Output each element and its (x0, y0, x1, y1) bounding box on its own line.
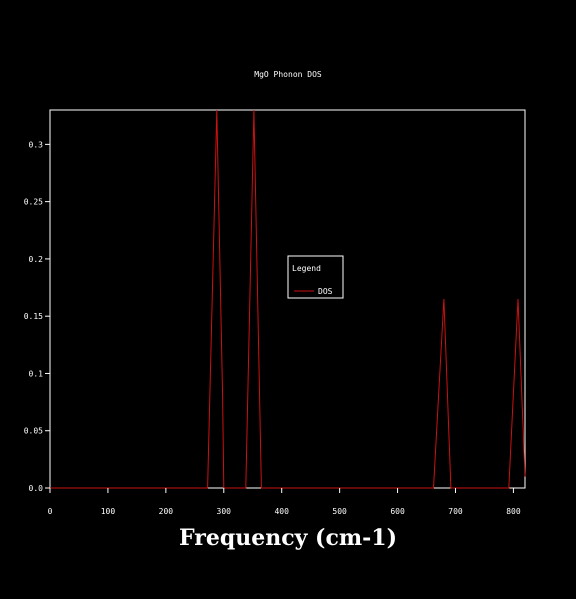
legend-box (287, 255, 344, 299)
x-tick-label: 200 (159, 507, 174, 516)
y-tick-label: 0.15 (24, 312, 43, 321)
x-tick-label: 800 (506, 507, 521, 516)
y-tick-label: 0.1 (29, 369, 44, 378)
x-axis-label: Frequency (cm-1) (179, 525, 397, 551)
x-tick-label: 500 (332, 507, 347, 516)
y-axis: 0.0 0.05 0.1 0.15 0.2 0.25 0.3 (24, 140, 50, 493)
legend-title: Legend (292, 264, 321, 273)
y-tick-label: 0.3 (29, 140, 44, 149)
x-tick-label: 100 (101, 507, 116, 516)
legend: Legend DOS (287, 255, 344, 299)
x-axis: 0 100 200 300 400 500 600 700 800 (48, 488, 521, 516)
y-tick-label: 0.05 (24, 427, 43, 436)
series-line-dos (50, 109, 526, 489)
series-layer (50, 109, 526, 489)
x-tick-label: 400 (274, 507, 289, 516)
y-tick-label: 0.0 (29, 484, 44, 493)
chart-title: MgO Phonon DOS (254, 70, 322, 79)
y-tick-label: 0.2 (29, 255, 44, 264)
legend-entry-dos: DOS (318, 287, 333, 296)
x-tick-label: 600 (390, 507, 405, 516)
x-tick-label: 700 (448, 507, 463, 516)
x-tick-label: 0 (48, 507, 53, 516)
y-tick-label: 0.25 (24, 198, 43, 207)
x-tick-label: 300 (217, 507, 232, 516)
